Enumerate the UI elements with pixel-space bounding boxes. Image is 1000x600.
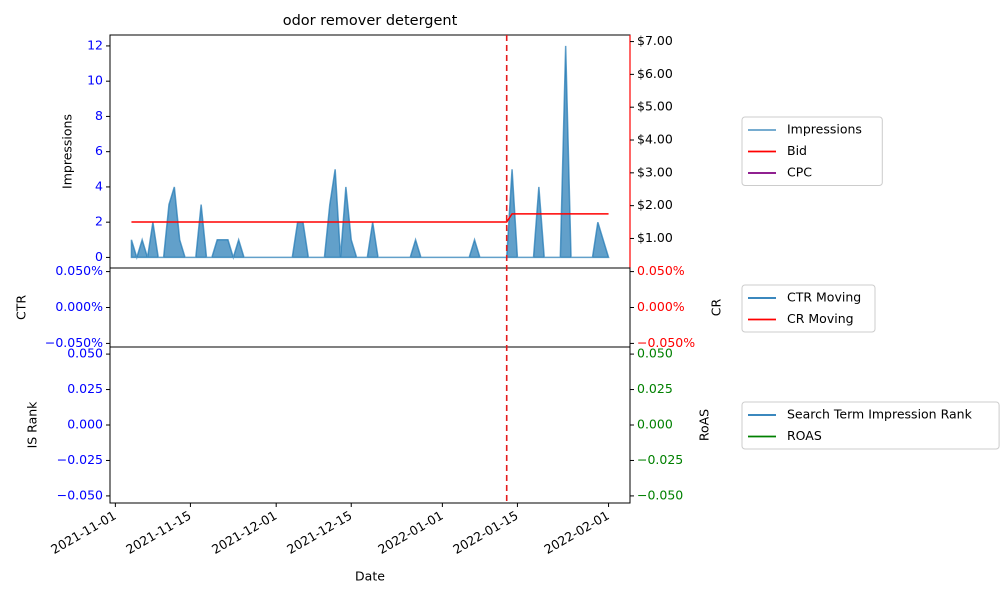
y2-tick-label: $5.00 xyxy=(637,99,673,114)
x-tick-label: 2022-01-15 xyxy=(450,508,520,557)
x-tick-label: 2021-11-01 xyxy=(48,508,118,557)
legend-label: Impressions xyxy=(787,122,862,137)
y2-tick-label: $6.00 xyxy=(637,66,673,81)
y2-tick-label: 0.025 xyxy=(637,381,673,396)
legend-label: CPC xyxy=(787,165,812,180)
panel-frame xyxy=(109,346,631,504)
y-tick-label: −0.050 xyxy=(57,487,103,502)
y2-tick-label: $1.00 xyxy=(637,230,673,245)
y2-axis-label: CR xyxy=(709,298,724,316)
y2-tick-label: 0.050% xyxy=(637,263,685,278)
y-tick-label: 10 xyxy=(87,73,103,88)
y-axis-label: IS Rank xyxy=(25,401,40,449)
y-tick-label: 12 xyxy=(87,37,103,52)
area xyxy=(130,45,610,261)
y-tick-label: 8 xyxy=(95,108,103,123)
y-axis-label: Impressions xyxy=(60,114,75,189)
y2-tick-label: 0.050 xyxy=(637,346,673,361)
y2-axis-label: RoAS xyxy=(697,409,712,441)
x-axis-label: Date xyxy=(355,569,385,584)
panel-frame xyxy=(109,34,631,269)
y-tick-label: 0.025 xyxy=(67,381,103,396)
y2-tick-label: $7.00 xyxy=(637,33,673,48)
x-tick-label: 2021-12-15 xyxy=(284,508,354,557)
y-tick-label: 0.050% xyxy=(55,263,103,278)
y-tick-label: 0 xyxy=(95,249,103,264)
y-axis-label: CTR xyxy=(14,295,29,320)
y-tick-label: 0.000 xyxy=(67,417,103,432)
legend-label: CR Moving xyxy=(787,311,854,326)
y2-tick-label: −0.050% xyxy=(637,335,695,350)
panel-frame xyxy=(109,267,631,348)
y-tick-label: 6 xyxy=(95,143,103,158)
legend-label: Bid xyxy=(787,143,807,158)
y-tick-label: 0.050 xyxy=(67,346,103,361)
y2-tick-label: $2.00 xyxy=(637,197,673,212)
y2-tick-label: 0.000 xyxy=(637,417,673,432)
x-tick-label: 2022-02-01 xyxy=(541,508,611,557)
y2-tick-label: −0.050 xyxy=(637,487,683,502)
chart-title: odor remover detergent xyxy=(283,13,458,29)
y-tick-label: 4 xyxy=(95,178,103,193)
legend-box xyxy=(741,116,883,186)
y2-tick-label: $3.00 xyxy=(637,164,673,179)
legend-label: ROAS xyxy=(787,428,822,443)
x-tick-label: 2021-12-01 xyxy=(209,508,279,557)
y2-tick-label: −0.025 xyxy=(637,452,683,467)
y2-tick-label: 0.000% xyxy=(637,299,685,314)
y-tick-label: 2 xyxy=(95,214,103,229)
y-tick-label: −0.025 xyxy=(57,452,103,467)
x-tick-label: 2022-01-01 xyxy=(375,508,445,557)
legend-label: CTR Moving xyxy=(787,290,861,305)
y2-tick-label: $4.00 xyxy=(637,132,673,147)
y-tick-label: 0.000% xyxy=(55,299,103,314)
y-tick-label: −0.050% xyxy=(45,335,103,350)
line xyxy=(131,213,609,223)
legend-label: Search Term Impression Rank xyxy=(787,407,973,422)
x-tick-label: 2021-11-15 xyxy=(123,508,193,557)
legend-box xyxy=(741,401,1000,450)
